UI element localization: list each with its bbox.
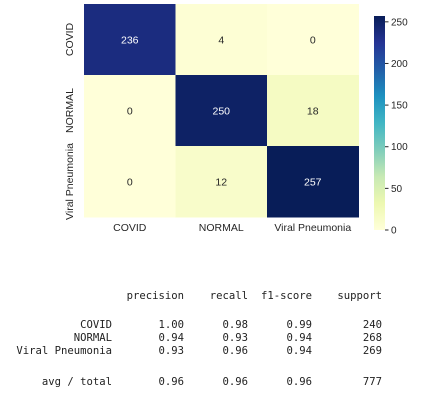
cell-value-normal-covid: 0: [127, 106, 133, 118]
cell-value-covid-viral-pneumonia: 0: [310, 35, 316, 47]
heatmap-cell-covid-viral-pneumonia: [267, 4, 359, 76]
header-precision: precision: [126, 290, 184, 302]
cell-value-covid-covid: 236: [121, 35, 139, 47]
heatmap-cell-covid-normal: [175, 4, 268, 76]
heatmap-cell-viral-pneumonia-covid: [84, 146, 176, 218]
colorbar-tick-label-0: 0: [391, 226, 397, 237]
colorbar-tick-label-250: 250: [391, 17, 408, 28]
recall-covid: 0.98: [222, 319, 248, 331]
cell-value-covid-normal: 4: [218, 35, 224, 47]
cell-value-viral-pneumonia-covid: 0: [127, 177, 133, 189]
precision-covid: 1.00: [158, 319, 184, 331]
colorbar-tick-label-50: 50: [391, 184, 403, 195]
y-tick-label-normal: NORMAL: [64, 88, 76, 133]
row-label-avg-total: avg / total: [41, 376, 112, 388]
heatmap-cell-normal-viral-pneumonia: [267, 75, 359, 147]
header-f1-score: f1-score: [260, 290, 312, 302]
cell-value-normal-normal: 250: [212, 106, 230, 118]
heatmap-cell-viral-pneumonia-viral-pneumonia: [267, 146, 359, 218]
colorbar-tick-label-150: 150: [391, 101, 408, 112]
recall-avg-total: 0.96: [222, 376, 248, 388]
precision-avg-total: 0.96: [158, 376, 184, 388]
heatmap-cell-covid-covid: [84, 4, 176, 76]
support-covid: 240: [362, 319, 382, 331]
f1-covid: 0.99: [286, 319, 312, 331]
y-tick-label-viral-pneumonia: Viral Pneumonia: [64, 143, 76, 220]
f1-viral-pneumonia: 0.94: [286, 345, 312, 357]
f1-normal: 0.94: [286, 332, 312, 344]
support-normal: 268: [362, 332, 382, 344]
header-recall: recall: [209, 290, 248, 302]
row-label-covid: COVID: [80, 319, 112, 331]
y-tick-label-covid: COVID: [64, 22, 76, 56]
f1-avg-total: 0.96: [286, 376, 312, 388]
confusion-matrix-chart: 236 4 0 0 250 18 0 12 257 COVID NORMAL Viral Pneumo…: [64, 4, 408, 237]
support-viral-pneumonia: 269: [362, 345, 382, 357]
recall-normal: 0.93: [222, 332, 248, 344]
header-support: support: [337, 290, 382, 302]
heatmap-cell-normal-normal: [175, 75, 268, 147]
row-label-normal: NORMAL: [73, 332, 112, 344]
classification-report: precision recall f1-score support COVID …: [0, 286, 425, 396]
cell-value-viral-pneumonia-normal: 12: [215, 177, 227, 189]
recall-viral-pneumonia: 0.96: [222, 345, 248, 357]
precision-normal: 0.94: [158, 332, 184, 344]
x-tick-label-normal: NORMAL: [199, 222, 244, 234]
cell-value-viral-pneumonia-viral-pneumonia: 257: [304, 177, 322, 189]
x-tick-label-covid: COVID: [113, 222, 147, 234]
support-avg-total: 777: [362, 376, 382, 388]
precision-viral-pneumonia: 0.93: [158, 345, 184, 357]
row-label-viral-pneumonia: Viral Pneumonia: [16, 345, 112, 357]
colorbar-tick-label-100: 100: [391, 142, 408, 153]
cell-value-normal-viral-pneumonia: 18: [307, 106, 319, 118]
heatmap-cell-normal-covid: [84, 75, 176, 147]
colorbar: [374, 16, 385, 230]
x-tick-label-viral-pneumonia: Viral Pneumonia: [274, 222, 351, 234]
heatmap-cell-viral-pneumonia-normal: [175, 146, 268, 218]
colorbar-tick-label-200: 200: [391, 59, 408, 70]
